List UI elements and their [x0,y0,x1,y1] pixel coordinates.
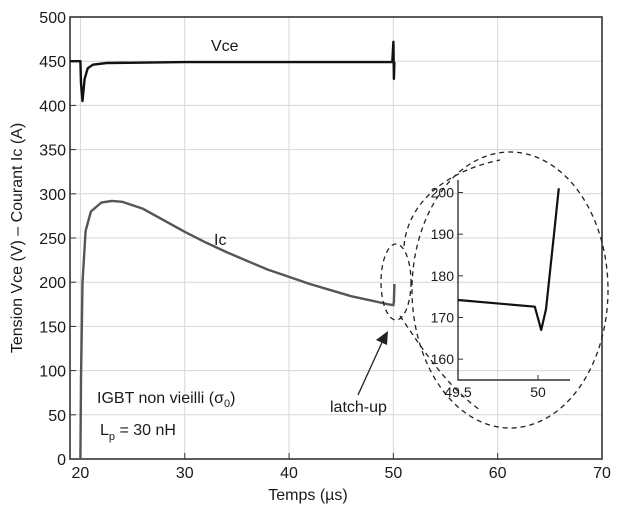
device-label-subscript: 0 [224,398,230,410]
x-tick-label: 20 [72,465,90,482]
y-tick-label: 250 [39,231,66,248]
y-tick-label: 500 [39,10,66,27]
inset-plot: 160 170 180 190 200 49.5 50 [431,180,570,400]
inductance-label: Lp = 30 nH [100,422,176,443]
y-tick-label: 50 [48,408,66,425]
x-tick-label: 30 [176,465,194,482]
inset-x-tick-label: 49.5 [444,384,471,400]
ic-label: Ic [214,232,226,249]
y-tick-label: 350 [39,143,66,160]
y-tick-label: 450 [39,54,66,71]
x-tick-label: 60 [489,465,507,482]
latch-up-arrowhead [376,331,388,345]
device-label-close: ) [230,390,235,407]
inductance-subscript: p [109,431,115,443]
x-tick-label: 70 [593,465,611,482]
inset-x-tick-label: 50 [530,384,546,400]
latch-up-arrow [357,337,385,396]
inset-y-tick-label: 160 [431,351,455,367]
series-line-vce [70,40,396,103]
zoom-source-ellipse [380,243,412,321]
vce-label: Vce [211,38,239,55]
y-tick-label: 0 [57,452,66,469]
y-tick-label: 100 [39,364,66,381]
inset-ticks: 160 170 180 190 200 49.5 50 [431,185,546,401]
inset-series-line [457,188,560,332]
x-axis-label: Temps (µs) [268,487,347,504]
y-tick-label: 400 [39,98,66,115]
zoom-inset-ellipse [411,151,609,429]
y-tick-label: 300 [39,187,66,204]
zoom-connector-bottom [399,315,481,411]
axis-ticks: 20 30 40 50 60 70 0 50 100 150 200 250 300 350 400 450 5… [39,10,611,482]
zoom-connector-top [403,159,501,247]
inset-y-tick-label: 180 [431,268,455,284]
inset-series [457,188,560,332]
series-group [70,40,396,460]
inset-y-tick-label: 200 [431,185,455,201]
inductance-symbol: L [100,422,109,439]
y-axis-label: Tension Vce (V) – Courant Ic (A) [9,123,26,353]
inset-axes [457,180,570,381]
inset-y-tick-label: 170 [431,310,455,326]
inset-y-tick-label: 190 [431,226,455,242]
device-label-text: IGBT non vieilli (σ [97,390,224,407]
series-line-ic [79,199,396,460]
x-tick-label: 40 [280,465,298,482]
x-tick-label: 50 [384,465,402,482]
inductance-value: = 30 nH [115,422,176,439]
device-label: IGBT non vieilli (σ0) [97,390,235,410]
y-tick-label: 150 [39,319,66,336]
y-tick-label: 200 [39,275,66,292]
latch-up-label: latch-up [330,399,387,416]
